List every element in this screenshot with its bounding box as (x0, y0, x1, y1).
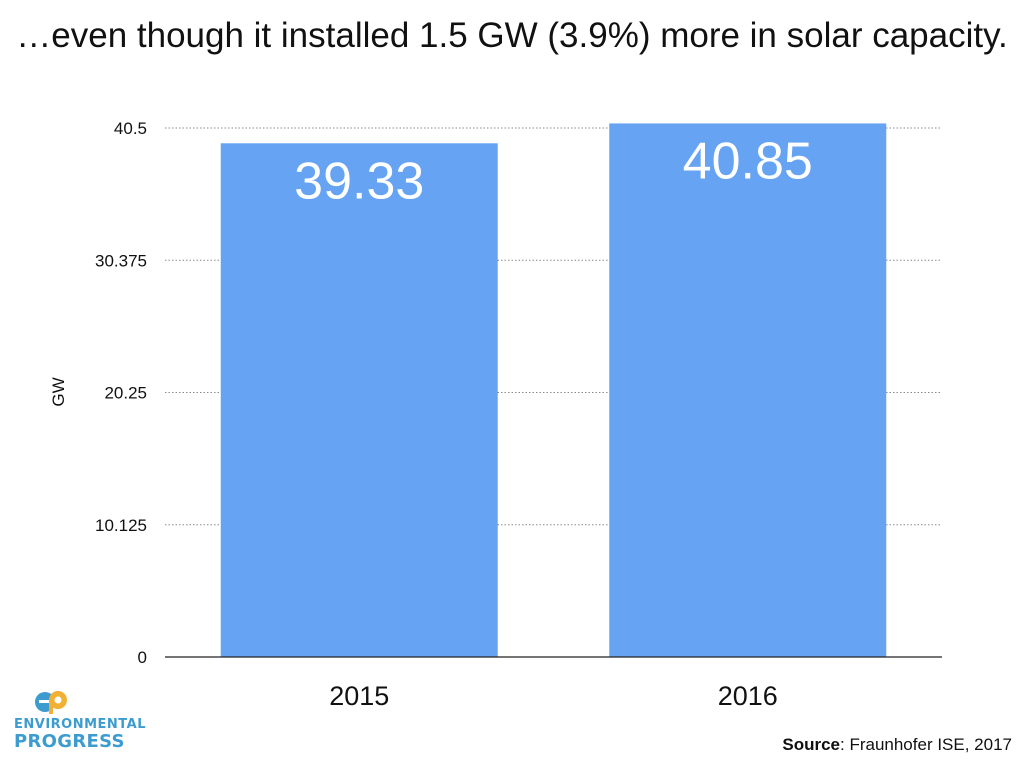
axes: 0 10.125 20.25 30.375 40.5 2015 2016 (95, 119, 942, 711)
bar-2016 (609, 123, 887, 657)
logo-line-2: PROGRESS (14, 731, 125, 752)
y-tick-label: 40.5 (114, 119, 147, 138)
data-label: 40.85 (683, 132, 813, 190)
y-axis-label: GW (49, 377, 68, 406)
y-tick-label: 30.375 (95, 251, 147, 270)
x-tick-label: 2016 (718, 681, 778, 711)
x-tick-label: 2015 (329, 681, 389, 711)
bar-2015 (220, 143, 498, 657)
logo-line-1: ENVIRONMENTAL (14, 717, 146, 732)
source-note: Source: Fraunhofer ISE, 2017 (782, 735, 1012, 755)
ep-logo-icon (35, 691, 67, 714)
y-tick-label: 0 (138, 648, 147, 667)
chart-title: …even though it installed 1.5 GW (3.9%) … (16, 16, 1008, 55)
source-text: : Fraunhofer ISE, 2017 (840, 735, 1012, 754)
data-label: 39.33 (294, 152, 424, 210)
y-tick-label: 20.25 (104, 384, 147, 403)
source-label: Source (782, 735, 840, 754)
y-tick-label: 10.125 (95, 516, 147, 535)
bars: 39.33 40.85 (220, 123, 887, 657)
